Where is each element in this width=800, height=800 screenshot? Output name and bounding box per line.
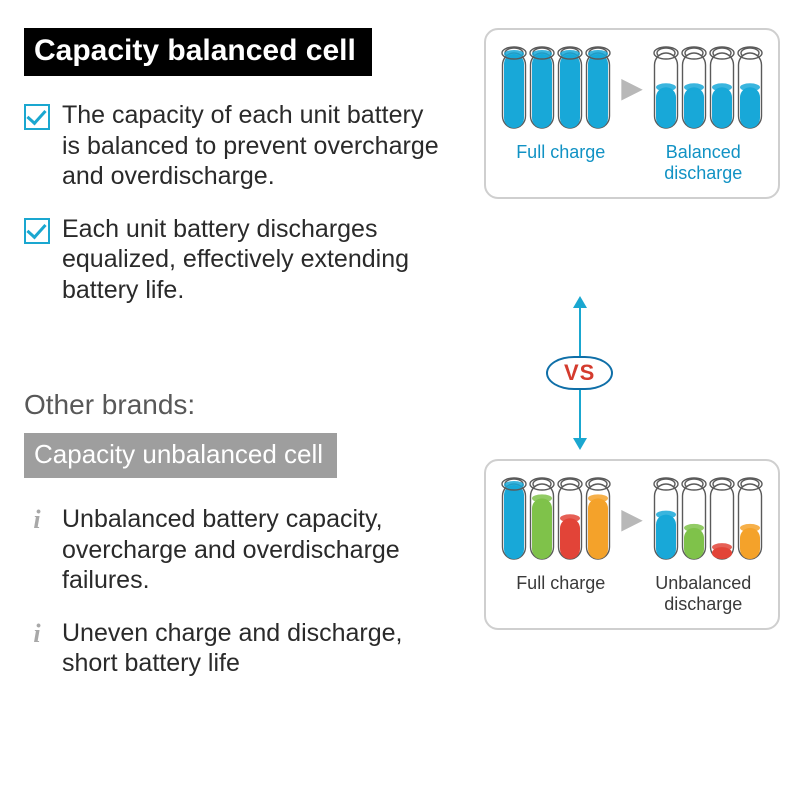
bullet-row: The capacity of each unit battery is bal… [24, 100, 444, 192]
battery-cell-icon [557, 477, 583, 561]
cells-row: ▶ [500, 46, 764, 130]
battery-cell-icon [681, 46, 707, 130]
diagram-labels: Full charge Balanced discharge [500, 142, 764, 183]
bullet-text: The capacity of each unit battery is bal… [62, 100, 444, 192]
arrow-up-icon [573, 296, 587, 308]
info-icon: i [24, 622, 50, 648]
diagram-label-left: Full charge [500, 573, 621, 614]
vs-line-top [579, 308, 581, 356]
other-brands-label: Other brands: [24, 389, 468, 421]
cell-group-left [501, 477, 611, 561]
cell-group-right [653, 477, 763, 561]
cells-row: ▶ [500, 477, 764, 561]
balanced-title: Capacity balanced cell [24, 28, 372, 76]
cell-group-left [501, 46, 611, 130]
balanced-diagram-col: ▶ Full charge Balanced discharge [484, 28, 780, 327]
unbalanced-text-col: Other brands: Capacity unbalanced cell i… [24, 389, 468, 701]
arrow-right-icon: ▶ [621, 505, 643, 533]
unbalanced-title: Capacity unbalanced cell [24, 433, 337, 478]
balanced-diagram-box: ▶ Full charge Balanced discharge [484, 28, 780, 199]
battery-cell-icon [501, 46, 527, 130]
arrow-right-icon: ▶ [621, 74, 643, 102]
bullet-text: Unbalanced battery capacity, overcharge … [62, 504, 444, 596]
diagram-label-right: Unbalanced discharge [643, 573, 764, 614]
balanced-section: Capacity balanced cell The capacity of e… [24, 28, 780, 327]
battery-cell-icon [585, 46, 611, 130]
battery-cell-icon [681, 477, 707, 561]
checkmark-icon [24, 218, 50, 244]
arrow-down-icon [573, 438, 587, 450]
vs-badge: VS [546, 356, 613, 390]
battery-cell-icon [653, 46, 679, 130]
checkmark-icon [24, 104, 50, 130]
battery-cell-icon [529, 46, 555, 130]
battery-cell-icon [737, 46, 763, 130]
bullet-text: Uneven charge and discharge, short batte… [62, 618, 444, 679]
bullet-row: i Unbalanced battery capacity, overcharge… [24, 504, 444, 596]
vs-connector: VS [546, 296, 613, 450]
battery-cell-icon [709, 477, 735, 561]
battery-cell-icon [501, 477, 527, 561]
battery-cell-icon [737, 477, 763, 561]
bullet-row: Each unit battery discharges equalized, … [24, 214, 444, 306]
battery-cell-icon [585, 477, 611, 561]
diagram-labels: Full charge Unbalanced discharge [500, 573, 764, 614]
balanced-text-col: Capacity balanced cell The capacity of e… [24, 28, 468, 327]
unbalanced-diagram-col: ▶ Full charge Unbalanced discharge [484, 459, 780, 630]
unbalanced-section: Other brands: Capacity unbalanced cell i… [24, 389, 780, 701]
bullet-row: i Uneven charge and discharge, short batt… [24, 618, 444, 679]
diagram-label-left: Full charge [500, 142, 621, 183]
unbalanced-diagram-box: ▶ Full charge Unbalanced discharge [484, 459, 780, 630]
vs-line-bottom [579, 390, 581, 438]
info-icon: i [24, 508, 50, 534]
battery-cell-icon [529, 477, 555, 561]
bullet-text: Each unit battery discharges equalized, … [62, 214, 444, 306]
battery-cell-icon [557, 46, 583, 130]
cell-group-right [653, 46, 763, 130]
diagram-label-right: Balanced discharge [643, 142, 764, 183]
battery-cell-icon [653, 477, 679, 561]
battery-cell-icon [709, 46, 735, 130]
